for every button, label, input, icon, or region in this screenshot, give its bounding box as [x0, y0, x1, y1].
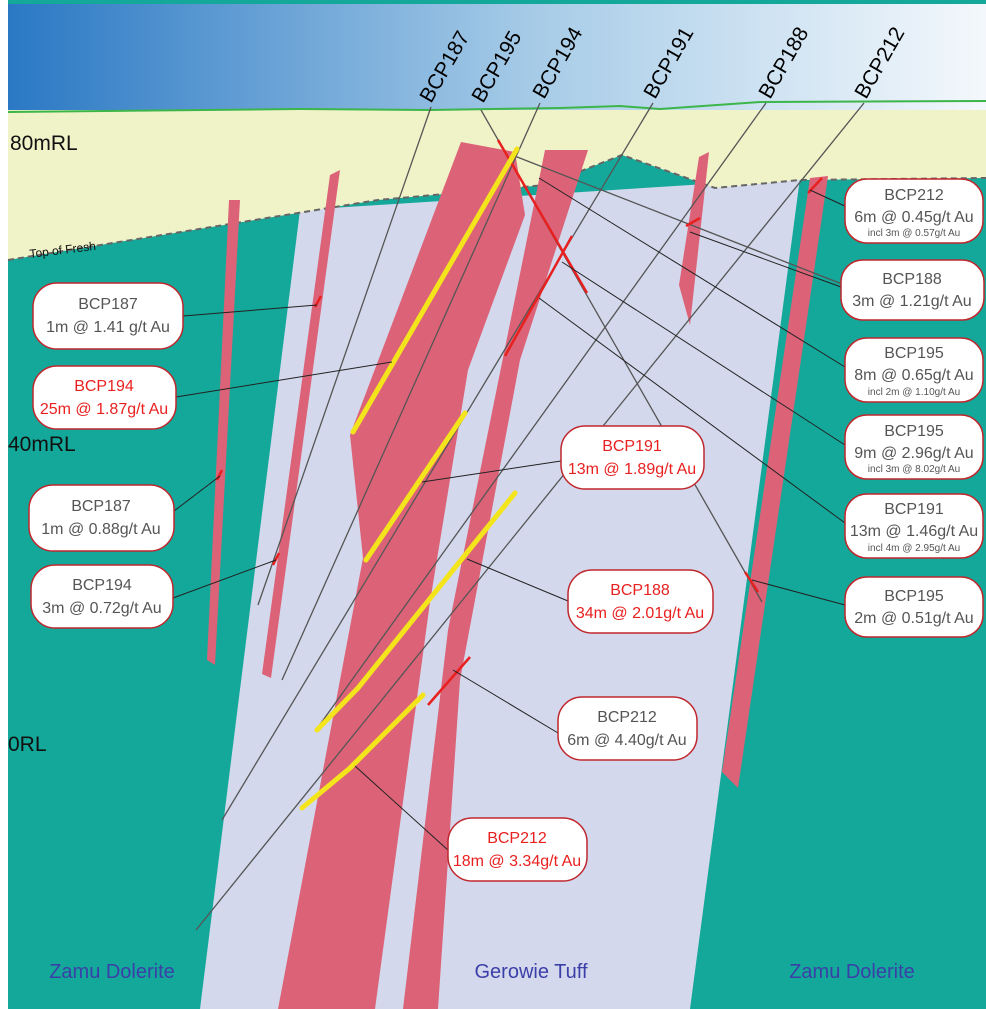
callout-value: 3m @ 0.72g/t Au — [42, 600, 161, 617]
intercept-callout: BCP195 9m @ 2.96g/t Au incl 3m @ 8.02g/t… — [844, 414, 984, 480]
intercept-callout: BCP212 6m @ 0.45g/t Au incl 3m @ 0.57g/t… — [844, 178, 984, 244]
intercept-callout: BCP188 3m @ 1.21g/t Au — [840, 259, 985, 321]
interval-bcp195-lower — [743, 571, 760, 593]
callout-sub-value: incl 3m @ 8.02g/t Au — [868, 464, 960, 475]
leader-line — [809, 189, 848, 208]
intercept-callout: BCP195 8m @ 0.65g/t Au incl 2m @ 1.10g/t… — [844, 337, 984, 403]
intercept-callout: BCP194 3m @ 0.72g/t Au — [30, 564, 174, 629]
intercept-callout: BCP188 34m @ 2.01g/t Au — [567, 569, 714, 634]
drill-trace-bcp191 — [221, 102, 654, 821]
mineralised-lode — [722, 176, 828, 788]
leader-line — [689, 231, 842, 288]
unit-label-center: Gerowie Tuff — [474, 961, 587, 983]
leader-line — [421, 460, 562, 483]
callout-value: 9m @ 2.96g/t Au — [854, 445, 973, 462]
callout-hole: BCP188 — [882, 271, 942, 288]
callout-value: 6m @ 4.40g/t Au — [567, 732, 686, 749]
leader-lines — [172, 177, 848, 852]
intercept-callout: BCP187 1m @ 0.88g/t Au — [28, 484, 175, 552]
callout-value: 18m @ 3.34g/t Au — [453, 853, 581, 870]
callout-hole: BCP194 — [72, 577, 132, 594]
leader-line — [175, 361, 393, 398]
callout-hole: BCP191 — [884, 501, 944, 518]
leader-line — [182, 304, 318, 317]
callout-hole: BCP188 — [610, 582, 670, 599]
callout-value: 6m @ 0.45g/t Au — [854, 209, 973, 226]
callout-value: 13m @ 1.89g/t Au — [568, 461, 696, 478]
interval-bcp187-lower — [215, 469, 224, 481]
leader-line — [172, 559, 277, 599]
callout-value: 25m @ 1.87g/t Au — [40, 401, 168, 418]
unit-label-left: Zamu Dolerite — [49, 961, 175, 983]
callout-sub-value: incl 2m @ 1.10g/t Au — [868, 387, 960, 398]
drill-trace-bcp188 — [315, 102, 767, 731]
leader-line — [452, 669, 559, 734]
callout-hole: BCP195 — [884, 345, 944, 362]
sky-band — [8, 4, 986, 110]
drill-trace-bcp212 — [195, 102, 865, 931]
intercept-callout: BCP212 6m @ 4.40g/t Au — [557, 696, 698, 761]
leader-line — [354, 765, 450, 852]
callout-value: 34m @ 2.01g/t Au — [576, 605, 704, 622]
high-grade-bcp212 — [299, 692, 426, 811]
intercept-callout: BCP195 2m @ 0.51g/t Au — [844, 576, 984, 638]
callout-value: 1m @ 1.41 g/t Au — [46, 319, 170, 336]
rl-label-80: 80mRL — [10, 132, 78, 155]
intercept-callout: BCP194 25m @ 1.87g/t Au — [32, 365, 177, 430]
callout-value: 3m @ 1.21g/t Au — [852, 293, 971, 310]
rl-label-0: 0RL — [8, 733, 47, 756]
leader-line — [538, 177, 846, 368]
interval-bcp212-lower — [427, 656, 471, 706]
intercept-callout: BCP191 13m @ 1.89g/t Au — [560, 425, 705, 490]
callout-value: 2m @ 0.51g/t Au — [854, 610, 973, 627]
interval-bcp195-upper — [496, 139, 589, 294]
callout-hole: BCP195 — [884, 588, 944, 605]
drill-trace-bcp187 — [257, 106, 432, 606]
high-grade-bcp194 — [350, 146, 520, 435]
high-grade-bcp191 — [363, 410, 468, 563]
leader-line — [466, 558, 569, 602]
callout-hole: BCP212 — [487, 830, 547, 847]
callout-sub-value: incl 3m @ 0.57g/t Au — [868, 228, 960, 239]
leader-line — [751, 579, 846, 606]
high-grade-intervals — [299, 146, 520, 811]
mineralised-lode — [679, 152, 709, 325]
leader-line — [538, 297, 846, 524]
callout-hole: BCP194 — [74, 378, 134, 395]
intercept-callout: BCP212 18m @ 3.34g/t Au — [447, 817, 588, 882]
callout-hole: BCP187 — [78, 296, 138, 313]
callout-hole: BCP187 — [71, 498, 131, 515]
ground-surface-line — [7, 100, 986, 113]
mineralised-lode — [278, 142, 525, 1009]
callout-hole: BCP212 — [884, 187, 944, 204]
callout-hole: BCP212 — [597, 709, 657, 726]
interval-bcp194-lower — [271, 552, 281, 566]
intercept-callout: BCP187 1m @ 1.41 g/t Au — [32, 282, 184, 350]
high-grade-bcp188 — [314, 490, 518, 733]
mineralised-lode — [207, 200, 240, 665]
callout-value: 13m @ 1.46g/t Au — [850, 523, 978, 540]
rl-label-40: 40mRL — [8, 433, 76, 456]
callout-sub-value: incl 4m @ 2.95g/t Au — [868, 543, 960, 554]
drill-trace-bcp188-upper — [511, 154, 843, 285]
callout-value: 1m @ 0.88g/t Au — [41, 521, 160, 538]
drill-traces — [195, 102, 865, 931]
drill-trace-bcp194 — [281, 102, 541, 681]
unit-label-right: Zamu Dolerite — [789, 961, 915, 983]
callout-hole: BCP191 — [602, 438, 662, 455]
callout-value: 8m @ 0.65g/t Au — [854, 367, 973, 384]
intercept-callout: BCP191 13m @ 1.46g/t Au incl 4m @ 2.95g/… — [844, 493, 984, 559]
mineralised-lode — [403, 150, 588, 1009]
leader-line — [561, 261, 846, 446]
callout-hole: BCP195 — [884, 423, 944, 440]
interval-bcp188-upper — [685, 216, 701, 228]
leader-line — [173, 475, 221, 512]
interval-bcp191-upper — [503, 235, 574, 357]
